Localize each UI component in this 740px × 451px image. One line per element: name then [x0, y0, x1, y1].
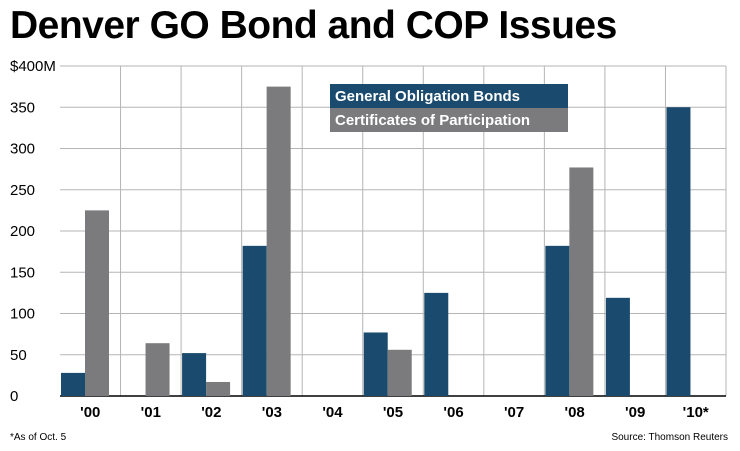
legend: General Obligation Bonds Certificates of … [330, 84, 568, 132]
x-tick-label: '08 [565, 404, 585, 421]
y-tick-label: 250 [10, 182, 35, 199]
y-tick-label: 0 [10, 388, 18, 405]
y-axis-ticks: 0 50 100 150 200 250 300 350 $400M [10, 58, 56, 405]
bar-certificates-of-participation [145, 343, 170, 396]
y-tick-label: 350 [10, 99, 35, 116]
x-tick-label: '06 [443, 404, 463, 421]
legend-label-general-obligation: General Obligation Bonds [335, 88, 520, 105]
x-tick-label: '07 [504, 404, 524, 421]
legend-swatch-general-obligation [330, 84, 568, 108]
bar-certificates-of-participation [206, 381, 231, 396]
y-tick-label: $400M [10, 58, 56, 75]
x-tick-label: '10* [683, 404, 709, 421]
legend-swatch-certificates-of-participation [330, 108, 568, 132]
bar-general-obligation [182, 353, 207, 396]
legend-label-certificates-of-participation: Certificates of Participation [335, 112, 530, 129]
x-tick-label: '03 [262, 404, 282, 421]
x-axis-ticks: '00 '01 '02 '03 '04 '05 '06 '07 '08 '09 '10* [80, 404, 709, 421]
bar-certificates-of-participation [85, 210, 109, 396]
x-tick-label: '00 [80, 404, 100, 421]
y-tick-label: 50 [10, 347, 27, 364]
y-tick-label: 150 [10, 264, 35, 281]
bar-general-obligation [242, 245, 267, 396]
bar-general-obligation [424, 292, 449, 396]
x-tick-label: '01 [141, 404, 161, 421]
bar-certificates-of-participation [569, 167, 594, 396]
x-tick-label: '04 [322, 404, 343, 421]
bar-general-obligation [666, 107, 691, 396]
y-tick-label: 300 [10, 141, 35, 158]
chart-title: Denver GO Bond and COP Issues [10, 4, 617, 47]
footnote: *As of Oct. 5 [10, 432, 67, 443]
bar-general-obligation [545, 245, 570, 396]
bar-general-obligation [605, 297, 630, 396]
y-tick-label: 200 [10, 223, 35, 240]
x-tick-label: '05 [383, 404, 403, 421]
bars [61, 86, 691, 396]
source-credit: Source: Thomson Reuters [611, 432, 728, 443]
x-tick-label: '02 [201, 404, 221, 421]
bar-certificates-of-participation [387, 349, 412, 396]
bar-general-obligation [363, 332, 388, 396]
bar-general-obligation [61, 372, 85, 396]
x-tick-label: '09 [625, 404, 645, 421]
bar-certificates-of-participation [266, 86, 291, 396]
y-tick-label: 100 [10, 306, 35, 323]
